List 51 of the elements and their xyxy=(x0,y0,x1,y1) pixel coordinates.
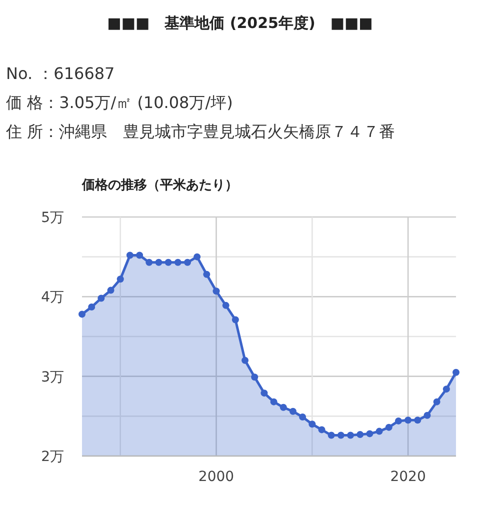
x-tick-label: 2020 xyxy=(390,469,426,485)
point xyxy=(203,270,210,278)
point xyxy=(107,286,114,294)
point xyxy=(356,430,364,438)
point xyxy=(385,424,392,431)
x-tick-label: 2000 xyxy=(198,469,234,485)
point xyxy=(318,426,326,434)
point xyxy=(424,412,431,419)
point xyxy=(394,417,402,424)
point xyxy=(212,288,220,295)
point xyxy=(251,374,258,381)
text: 価 格：3.05万/㎡ (10.08万/坪) xyxy=(6,93,233,112)
point xyxy=(116,276,124,283)
chart-title: ■■■ 基準地価 (2025年度) ■■■ xyxy=(107,14,373,32)
point xyxy=(280,404,287,411)
point xyxy=(194,253,201,260)
point xyxy=(222,302,230,309)
point xyxy=(414,416,422,424)
point xyxy=(126,252,134,259)
point xyxy=(98,294,105,302)
point xyxy=(232,316,239,324)
y-tick-label: 4万 xyxy=(41,290,64,306)
point xyxy=(337,432,344,439)
y-tick-label: 3万 xyxy=(41,369,64,386)
point xyxy=(442,386,450,393)
chart-subtitle: 価格の推移（平米あたり） xyxy=(81,178,238,193)
point xyxy=(299,413,306,420)
text: 住 所：沖縄県 豊見城市字豊見城石火矢橋原７４７番 xyxy=(5,122,396,141)
point xyxy=(433,398,440,406)
point xyxy=(404,416,412,424)
point xyxy=(164,258,172,266)
point xyxy=(452,368,460,376)
point xyxy=(328,432,335,439)
y-tick-label: 5万 xyxy=(41,210,64,226)
point xyxy=(88,304,96,311)
point xyxy=(78,310,86,318)
text: No. ：616687 xyxy=(6,64,115,83)
point xyxy=(347,432,354,439)
point xyxy=(242,356,249,364)
point xyxy=(146,258,153,266)
point xyxy=(174,258,182,266)
point xyxy=(155,258,162,266)
point xyxy=(136,252,144,259)
point xyxy=(260,390,268,397)
point xyxy=(270,398,278,406)
point xyxy=(376,428,383,435)
point xyxy=(184,258,191,266)
point xyxy=(308,420,316,428)
point xyxy=(289,408,296,415)
point xyxy=(366,430,374,438)
y-tick-label: 2万 xyxy=(41,449,64,465)
